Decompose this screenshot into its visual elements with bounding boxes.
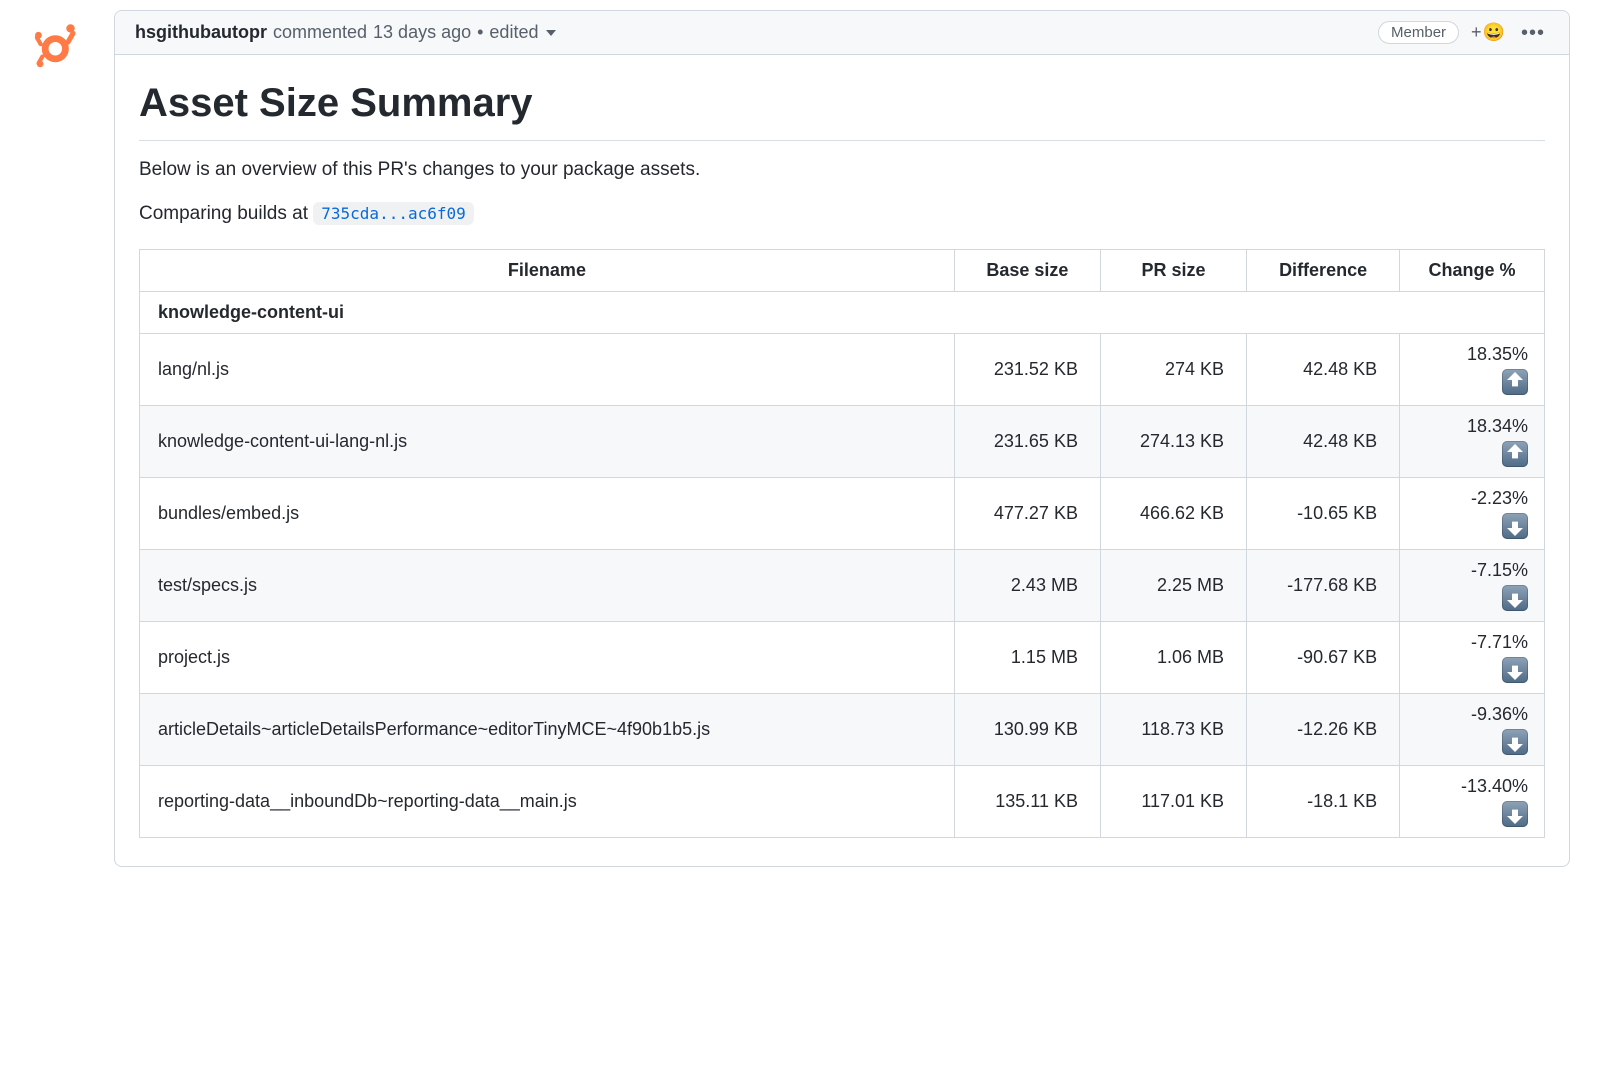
comment-header: hsgithubautopr commented 13 days ago • e… [115, 11, 1569, 55]
column-header: PR size [1100, 250, 1246, 292]
cell-difference: 42.48 KB [1247, 334, 1400, 406]
compare-link[interactable]: 735cda...ac6f09 [313, 202, 474, 225]
cell-change: 18.34% [1400, 406, 1545, 478]
cell-base-size: 2.43 MB [954, 550, 1100, 622]
table-row: knowledge-content-ui-lang-nl.js231.65 KB… [140, 406, 1545, 478]
edited-caret-icon[interactable] [546, 30, 556, 36]
cell-base-size: 231.52 KB [954, 334, 1100, 406]
cell-filename: knowledge-content-ui-lang-nl.js [140, 406, 955, 478]
cell-pr-size: 1.06 MB [1100, 622, 1246, 694]
arrow-down-icon [1502, 729, 1528, 755]
table-row: bundles/embed.js477.27 KB466.62 KB-10.65… [140, 478, 1545, 550]
arrow-up-icon [1502, 441, 1528, 467]
cell-filename: project.js [140, 622, 955, 694]
cell-pr-size: 117.01 KB [1100, 766, 1246, 838]
cell-difference: -177.68 KB [1247, 550, 1400, 622]
add-reaction-button[interactable]: +😀 [1465, 22, 1511, 43]
cell-change: -9.36% [1400, 694, 1545, 766]
cell-base-size: 1.15 MB [954, 622, 1100, 694]
cell-filename: bundles/embed.js [140, 478, 955, 550]
cell-pr-size: 466.62 KB [1100, 478, 1246, 550]
cell-change: -13.40% [1400, 766, 1545, 838]
arrow-down-icon [1502, 585, 1528, 611]
cell-difference: -12.26 KB [1247, 694, 1400, 766]
comment-body: Asset Size Summary Below is an overview … [115, 81, 1569, 866]
table-row: articleDetails~articleDetailsPerformance… [140, 694, 1545, 766]
bullet: • [477, 22, 483, 43]
time-ago[interactable]: 13 days ago [373, 22, 471, 43]
cell-pr-size: 118.73 KB [1100, 694, 1246, 766]
edited-label[interactable]: edited [489, 22, 538, 43]
table-row: reporting-data__inboundDb~reporting-data… [140, 766, 1545, 838]
cell-pr-size: 274.13 KB [1100, 406, 1246, 478]
arrow-down-icon [1502, 801, 1528, 827]
summary-description: Below is an overview of this PR's change… [139, 159, 1545, 181]
commented-label: commented [273, 22, 367, 43]
arrow-down-icon [1502, 513, 1528, 539]
table-row: lang/nl.js231.52 KB274 KB42.48 KB18.35% [140, 334, 1545, 406]
arrow-down-icon [1502, 657, 1528, 683]
cell-filename: reporting-data__inboundDb~reporting-data… [140, 766, 955, 838]
cell-base-size: 135.11 KB [954, 766, 1100, 838]
table-row: test/specs.js2.43 MB2.25 MB-177.68 KB-7.… [140, 550, 1545, 622]
cell-base-size: 130.99 KB [954, 694, 1100, 766]
more-menu-button[interactable]: ••• [1517, 23, 1549, 43]
column-header: Filename [140, 250, 955, 292]
cell-base-size: 477.27 KB [954, 478, 1100, 550]
cell-change: -7.71% [1400, 622, 1545, 694]
cell-change: -2.23% [1400, 478, 1545, 550]
cell-filename: test/specs.js [140, 550, 955, 622]
group-row: knowledge-content-ui [140, 292, 1545, 334]
cell-base-size: 231.65 KB [954, 406, 1100, 478]
summary-title: Asset Size Summary [139, 81, 1545, 141]
cell-change: 18.35% [1400, 334, 1545, 406]
cell-difference: 42.48 KB [1247, 406, 1400, 478]
cell-filename: articleDetails~articleDetailsPerformance… [140, 694, 955, 766]
cell-difference: -18.1 KB [1247, 766, 1400, 838]
cell-difference: -90.67 KB [1247, 622, 1400, 694]
author-link[interactable]: hsgithubautopr [135, 22, 267, 43]
cell-pr-size: 2.25 MB [1100, 550, 1246, 622]
arrow-up-icon [1502, 369, 1528, 395]
column-header: Base size [954, 250, 1100, 292]
asset-table: FilenameBase sizePR sizeDifferenceChange… [139, 249, 1545, 838]
compare-line: Comparing builds at 735cda...ac6f09 [139, 203, 1545, 225]
cell-change: -7.15% [1400, 550, 1545, 622]
author-avatar[interactable] [30, 20, 84, 74]
column-header: Change % [1400, 250, 1545, 292]
column-header: Difference [1247, 250, 1400, 292]
compare-prefix: Comparing builds at [139, 203, 308, 224]
table-row: project.js1.15 MB1.06 MB-90.67 KB-7.71% [140, 622, 1545, 694]
member-badge: Member [1378, 21, 1459, 44]
cell-filename: lang/nl.js [140, 334, 955, 406]
cell-difference: -10.65 KB [1247, 478, 1400, 550]
comment-card: hsgithubautopr commented 13 days ago • e… [114, 10, 1570, 867]
cell-pr-size: 274 KB [1100, 334, 1246, 406]
